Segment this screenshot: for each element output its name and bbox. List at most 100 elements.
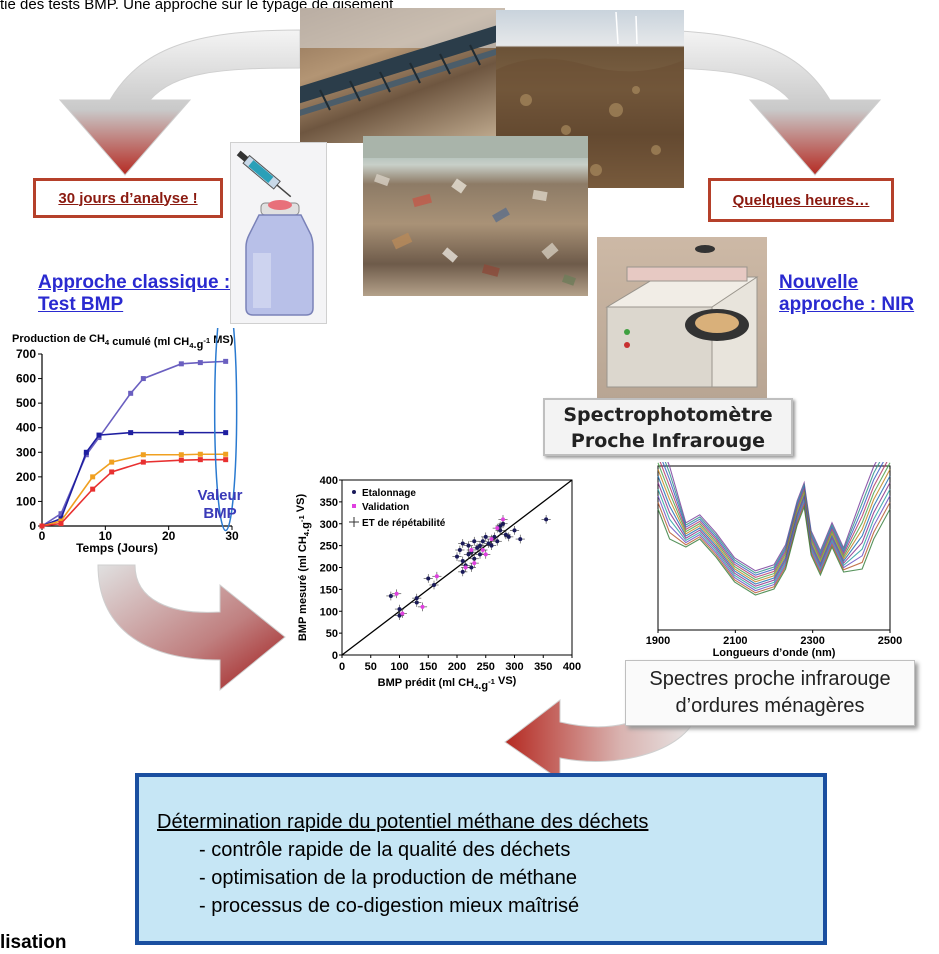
result-item: - processus de co-digestion mieux maîtri… [199, 895, 580, 917]
data-point [414, 596, 419, 601]
series-point [197, 360, 203, 366]
label-30-days: 30 jours d’analyse ! [33, 178, 223, 218]
header-text: tie des tests BMP. Une approche sur le t… [0, 0, 394, 13]
data-point [455, 554, 459, 559]
chart-title: Production de CH4 cumulé (ml CH4.g-1 MS) [12, 333, 234, 351]
series-point [223, 430, 229, 436]
y-tick-label: 100 [320, 606, 338, 618]
photo-conveyor [300, 8, 505, 143]
x-tick-label: 0 [339, 661, 345, 673]
x-tick-label: 50 [365, 661, 377, 673]
legend-label: ET de répétabilité [362, 518, 446, 529]
x-tick-label: 400 [563, 661, 581, 673]
approach-nir-line2: approche : NIR [779, 294, 915, 315]
series-line [41, 453, 226, 527]
data-point [512, 528, 517, 533]
spectrum-line [657, 462, 891, 581]
series-point [128, 390, 134, 396]
series-point [90, 474, 96, 480]
y-axis-label: BMP mesuré (ml CH4.g-1 VS) [295, 494, 312, 642]
y-tick-label: 400 [320, 475, 338, 487]
label-few-hours: Quelques heures… [708, 178, 894, 222]
series-point [39, 523, 45, 529]
x-tick-label: 1900 [646, 635, 670, 647]
spectrum-line [657, 482, 891, 587]
series-point [178, 430, 184, 436]
identity-line [341, 479, 573, 656]
data-point [394, 591, 399, 596]
data-point [426, 576, 431, 581]
data-point [388, 593, 393, 598]
x-tick-label: 300 [505, 661, 523, 673]
bmp-value-ellipse [213, 328, 238, 532]
footer-text: lisation [0, 932, 67, 953]
data-point [434, 574, 439, 579]
series-point [90, 486, 96, 492]
nir-spectra-chart: 1900 2100 2300 2500 Longueurs d’onde (nm) [646, 462, 902, 659]
result-title: Détermination rapide du potentiel méthan… [157, 811, 649, 833]
spectrophotometer-label: Spectrophotomètre Proche Infrarouge [543, 398, 793, 456]
x-tick-label: 2100 [723, 635, 747, 647]
data-point [420, 604, 425, 609]
series-point [223, 451, 229, 457]
x-tick-label: 2500 [878, 635, 902, 647]
conveyor-drawing [300, 8, 505, 117]
y-tick-label: 0 [332, 650, 338, 662]
spectrum-line [657, 504, 891, 596]
data-point [397, 607, 402, 612]
y-tick-label: 300 [16, 445, 36, 459]
syringe-bottle-drawing [236, 150, 314, 316]
data-point [480, 548, 485, 552]
x-tick-label: 30 [225, 529, 239, 543]
spectrum-line [657, 469, 891, 583]
spectrum-line [657, 475, 891, 585]
data-point [492, 534, 497, 539]
bmp-scatter-chart: 0 50 100 150 200 250 300 350 400 0 50 100 150 200 250 3… [295, 475, 581, 692]
data-point [483, 552, 488, 557]
series-point [109, 469, 115, 475]
approach-classic-line2: Test BMP [38, 294, 124, 315]
waste-drawing [363, 136, 588, 286]
data-point [400, 611, 405, 616]
series-point [140, 376, 146, 382]
x-axis-label: Longueurs d’onde (nm) [713, 647, 836, 659]
spectro-label-line2: Proche Infrarouge [570, 430, 766, 452]
series-line [41, 431, 226, 527]
annotation-line2: BMP [203, 505, 236, 522]
x-tick-label: 150 [419, 661, 437, 673]
data-point [498, 523, 503, 528]
y-tick-label: 50 [326, 628, 338, 640]
spectrophotometer-drawing [605, 245, 759, 388]
y-tick-label: 600 [16, 372, 36, 386]
series-point [178, 361, 184, 367]
data-point [486, 541, 491, 546]
y-tick-label: 150 [320, 584, 338, 596]
x-tick-label: 250 [477, 661, 495, 673]
data-point [472, 539, 477, 544]
data-point [495, 526, 500, 531]
y-tick-label: 100 [16, 494, 36, 508]
result-item: - contrôle rapide de la qualité des déch… [199, 839, 571, 861]
legend-label: Etalonnage [362, 488, 416, 499]
data-point [466, 552, 471, 557]
series-point [96, 432, 102, 438]
series-point [109, 459, 115, 465]
photo-waste-pile [363, 136, 588, 296]
spectrum-line [657, 495, 891, 592]
data-point [480, 539, 485, 544]
data-point [469, 548, 474, 552]
y-tick-label: 500 [16, 396, 36, 410]
x-tick-label: 350 [534, 661, 552, 673]
data-point [460, 541, 465, 546]
annotation-line1: Valeur [197, 487, 242, 504]
data-point [469, 565, 474, 570]
bottle-icon [245, 214, 314, 316]
arrow-top-right [639, 29, 882, 176]
data-point [463, 565, 468, 570]
plot-frame [657, 465, 891, 631]
data-point [478, 552, 482, 557]
y-tick-label: 200 [320, 563, 338, 575]
data-point [460, 569, 465, 574]
series-point [223, 358, 229, 364]
arrow-top-left [58, 29, 301, 176]
